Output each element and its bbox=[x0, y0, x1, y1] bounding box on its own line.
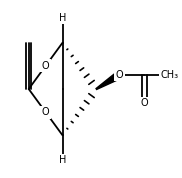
Text: O: O bbox=[42, 61, 50, 71]
Text: O: O bbox=[141, 98, 148, 108]
Text: O: O bbox=[42, 107, 50, 117]
Text: O: O bbox=[116, 70, 123, 80]
Text: H: H bbox=[59, 13, 66, 23]
Text: CH₃: CH₃ bbox=[160, 70, 178, 80]
Polygon shape bbox=[96, 71, 122, 90]
Text: H: H bbox=[59, 155, 66, 165]
